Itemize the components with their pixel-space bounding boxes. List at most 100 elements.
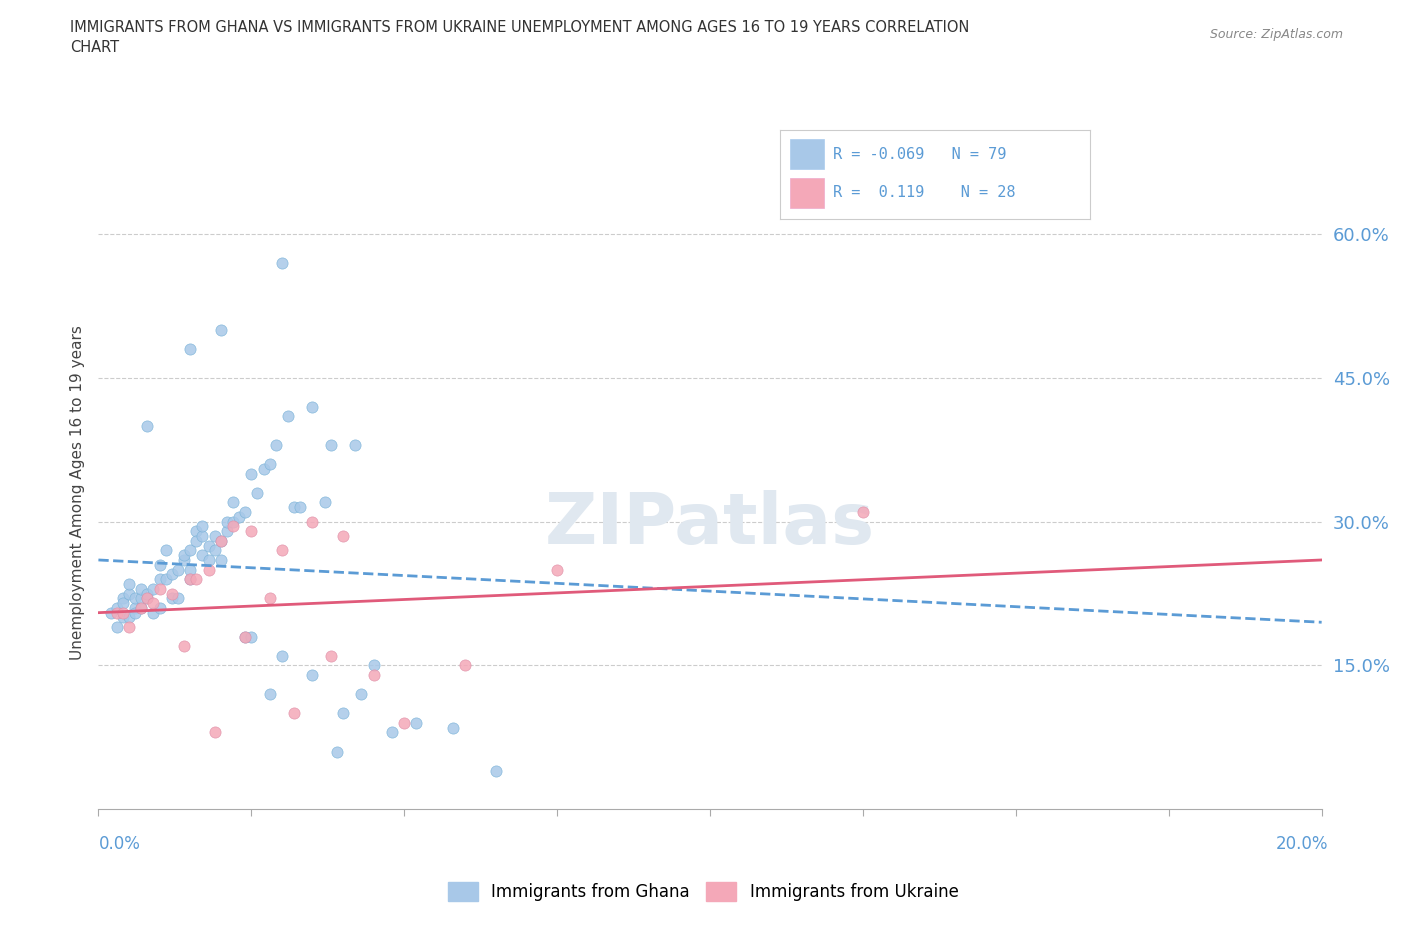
Point [129,601,152,616]
Y-axis label: Unemployment Among Ages 16 to 19 years: Unemployment Among Ages 16 to 19 years [69,326,84,660]
Point [252,461,274,476]
Point [319,648,342,663]
Point [191,528,214,543]
Point [173,552,195,567]
Point [155,572,177,587]
Point [105,605,128,620]
Point [259,591,281,605]
Point [124,591,146,605]
Point [111,595,134,610]
Point [228,510,250,525]
Point [186,524,208,538]
FancyBboxPatch shape [790,178,824,208]
Point [179,572,201,587]
Point [129,591,152,605]
Point [363,658,385,672]
Point [204,528,226,543]
Point [124,605,146,620]
Point [209,323,232,338]
Point [118,586,141,601]
Point [105,601,128,616]
Text: 0.0%: 0.0% [98,835,141,853]
Point [118,610,141,625]
Point [852,505,875,520]
Point [197,562,219,577]
Point [259,686,281,701]
Point [136,591,159,605]
Point [240,524,263,538]
Point [332,528,354,543]
Point [197,552,219,567]
Point [142,605,165,620]
FancyBboxPatch shape [790,140,824,169]
Point [105,619,128,634]
Point [215,524,238,538]
Point [441,720,464,735]
Legend: Immigrants from Ghana, Immigrants from Ukraine: Immigrants from Ghana, Immigrants from U… [441,876,965,908]
Point [240,630,263,644]
Point [204,543,226,558]
Point [118,619,141,634]
Point [179,341,201,356]
Point [179,572,201,587]
Point [270,256,294,271]
Point [392,715,416,730]
Point [149,572,172,587]
Point [191,519,214,534]
Point [301,668,323,683]
Point [264,437,287,452]
Point [186,534,208,549]
Point [186,572,208,587]
Text: IMMIGRANTS FROM GHANA VS IMMIGRANTS FROM UKRAINE UNEMPLOYMENT AMONG AGES 16 TO 1: IMMIGRANTS FROM GHANA VS IMMIGRANTS FROM… [70,20,970,35]
Point [233,630,256,644]
Text: Source: ZipAtlas.com: Source: ZipAtlas.com [1209,28,1343,41]
Text: R =  0.119    N = 28: R = 0.119 N = 28 [832,185,1015,201]
Point [197,538,219,553]
Point [240,466,263,481]
Point [454,658,477,672]
Point [233,505,256,520]
Point [405,715,427,730]
Point [142,595,165,610]
Point [149,557,172,572]
Point [546,562,568,577]
Point [142,581,165,596]
Point [129,581,152,596]
Point [124,601,146,616]
Point [290,499,312,514]
Text: 20.0%: 20.0% [1277,835,1329,853]
Point [111,610,134,625]
Point [118,577,141,591]
Point [204,725,226,740]
Point [259,457,281,472]
Point [344,437,367,452]
Point [160,567,183,582]
Point [149,601,172,616]
Point [485,764,508,778]
Point [160,591,183,605]
Point [136,586,159,601]
Point [136,591,159,605]
Point [160,586,183,601]
Text: ZIPatlas: ZIPatlas [546,490,875,559]
Point [270,543,294,558]
Point [155,543,177,558]
Point [209,534,232,549]
Point [100,605,122,620]
Text: CHART: CHART [70,40,120,55]
Point [363,668,385,683]
Point [301,514,323,529]
Point [332,706,354,721]
Point [283,499,305,514]
Point [222,519,245,534]
Point [222,495,245,510]
Point [381,725,404,740]
Point [129,601,152,616]
Point [167,591,190,605]
Point [246,485,269,500]
Point [111,605,134,620]
Point [314,495,336,510]
Point [301,399,323,414]
Text: R = -0.069   N = 79: R = -0.069 N = 79 [832,147,1007,162]
Point [350,686,373,701]
